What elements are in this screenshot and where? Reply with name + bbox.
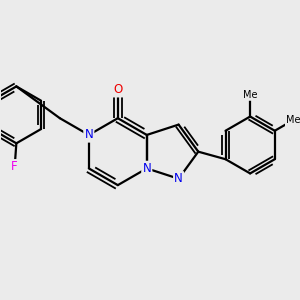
Text: O: O <box>113 83 122 96</box>
Text: Me: Me <box>286 115 300 125</box>
Text: Me: Me <box>243 90 257 100</box>
Text: N: N <box>85 128 93 141</box>
Text: F: F <box>11 160 18 173</box>
Text: N: N <box>142 162 151 175</box>
Text: N: N <box>174 172 183 185</box>
